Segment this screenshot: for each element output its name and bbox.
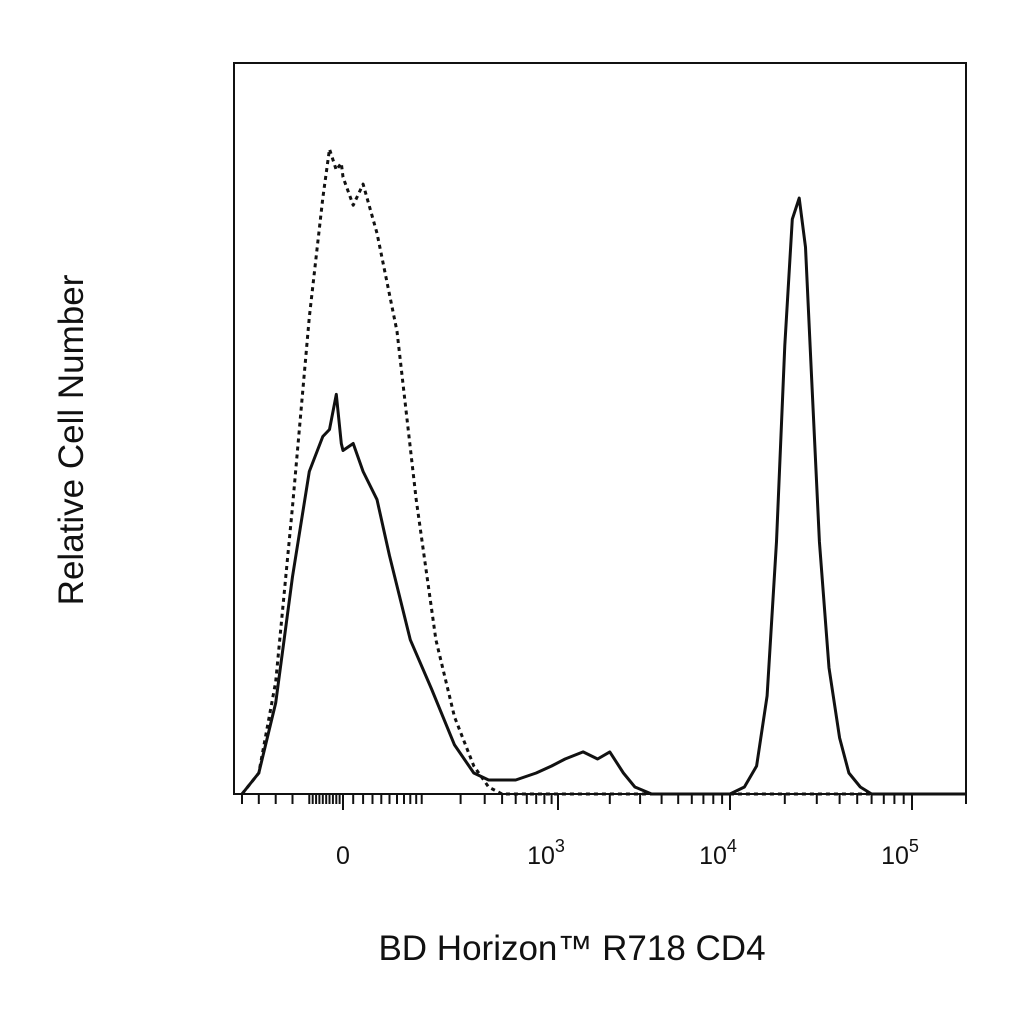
x-tick-label: 104 bbox=[699, 836, 737, 870]
y-axis-title: Relative Cell Number bbox=[52, 274, 91, 605]
x-axis-title: BD Horizon™ R718 CD4 bbox=[378, 929, 765, 968]
x-tick-label: 103 bbox=[527, 836, 565, 870]
x-tick-label: 105 bbox=[881, 836, 919, 870]
series-line-solid bbox=[240, 196, 966, 796]
x-tick-labels: 0 103 104 105 bbox=[336, 836, 919, 870]
series-line-dotted bbox=[240, 147, 966, 796]
series-layer bbox=[240, 147, 966, 796]
plot-frame bbox=[233, 62, 967, 795]
x-tick-marks bbox=[241, 794, 967, 810]
x-tick-label: 0 bbox=[336, 842, 350, 870]
